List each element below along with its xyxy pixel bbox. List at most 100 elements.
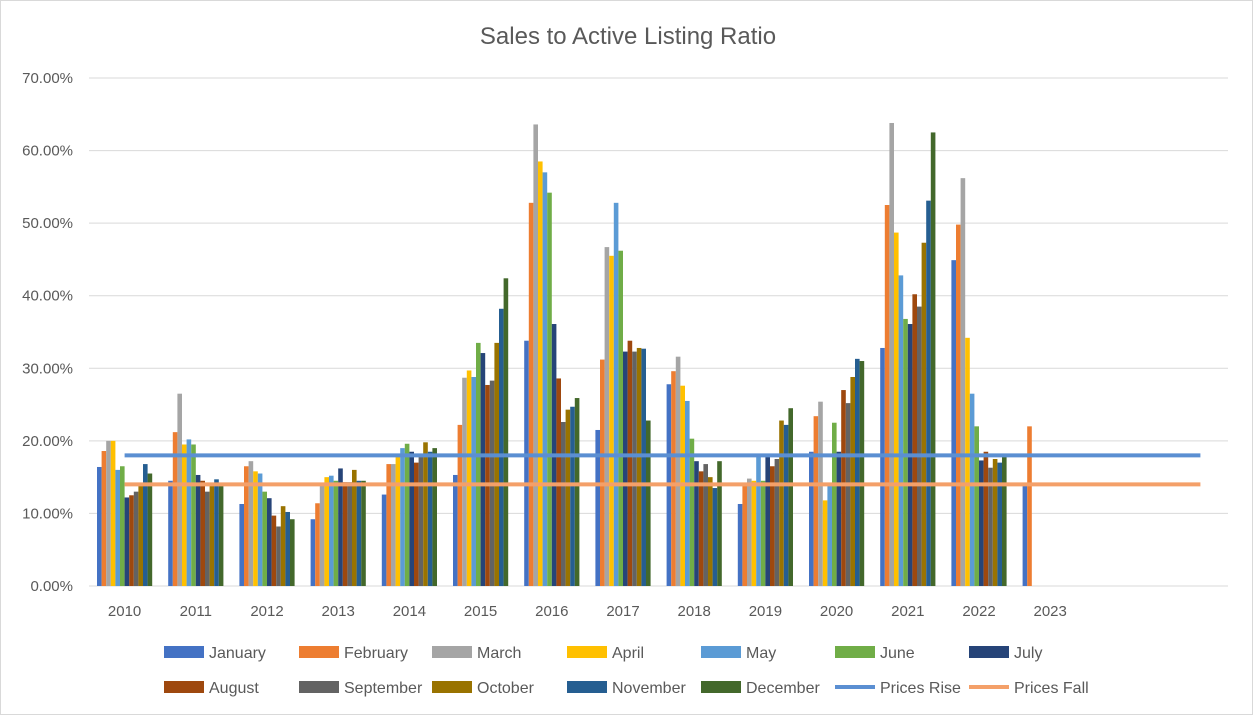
x-tick-label: 2021 [891, 603, 924, 620]
bar-february-2018 [671, 371, 676, 586]
bar-may-2017 [613, 202, 619, 586]
bar-july-2011 [195, 474, 201, 586]
bar-march-2011 [177, 393, 182, 586]
bar-may-2014 [400, 448, 405, 586]
bar-december-2012 [290, 519, 295, 586]
bar-november-2016 [570, 406, 575, 586]
bar-july-2015 [480, 353, 486, 586]
bar-april-2016 [538, 161, 543, 586]
legend-label: December [746, 680, 820, 697]
x-tick-label: 2012 [250, 603, 283, 620]
bar-may-2010 [115, 469, 120, 586]
bar-december-2014 [432, 448, 437, 586]
bar-april-2011 [182, 444, 187, 586]
x-tick-label: 2013 [322, 603, 355, 620]
bar-september-2021 [917, 306, 922, 586]
x-tick-label: 2017 [606, 603, 639, 620]
legend-label: May [746, 645, 776, 662]
bar-december-2018 [717, 461, 722, 586]
bar-may-2011 [186, 439, 192, 586]
x-tick-label: 2014 [393, 603, 426, 620]
bar-june-2010 [120, 466, 125, 586]
x-tick-label: 2020 [820, 603, 853, 620]
bar-january-2021 [880, 347, 885, 586]
bar-february-2011 [172, 432, 178, 586]
legend-label: Prices Rise [880, 680, 961, 697]
bar-july-2014 [409, 451, 414, 586]
bar-november-2010 [143, 464, 148, 586]
bar-october-2011 [209, 482, 215, 586]
bar-april-2012 [253, 471, 258, 586]
bar-november-2015 [499, 308, 504, 586]
legend-item-june: June [835, 645, 915, 662]
bar-september-2016 [561, 421, 566, 586]
legend-item-september: September [299, 680, 423, 697]
bar-april-2013 [324, 477, 329, 586]
legend-label: July [1014, 645, 1042, 662]
bar-march-2018 [675, 356, 681, 586]
bar-september-2014 [418, 456, 424, 586]
bar-september-2011 [205, 491, 210, 586]
bar-october-2015 [494, 342, 499, 586]
legend-swatch [701, 681, 741, 693]
bar-august-2020 [841, 390, 846, 586]
bar-september-2013 [347, 482, 352, 586]
bar-december-2010 [147, 473, 153, 586]
bar-august-2011 [200, 480, 205, 586]
bar-november-2021 [926, 200, 931, 586]
bar-january-2015 [453, 474, 458, 586]
bar-december-2011 [218, 484, 224, 586]
bar-february-2021 [884, 205, 890, 586]
legend-swatch [969, 646, 1009, 658]
bar-december-2017 [646, 420, 651, 586]
legend-swatch [701, 646, 741, 658]
bar-june-2022 [974, 426, 979, 586]
bar-april-2022 [965, 337, 970, 586]
legend-swatch [567, 681, 607, 693]
y-tick-label: 70.00% [22, 70, 73, 87]
legend-swatch [567, 646, 607, 658]
legend-item-may: May [701, 645, 776, 662]
bar-june-2018 [689, 438, 695, 586]
bar-february-2017 [600, 359, 605, 586]
legend-item-november: November [567, 680, 686, 697]
legend-swatch [432, 646, 472, 658]
bar-september-2010 [133, 491, 139, 586]
legend-item-march: March [432, 645, 521, 662]
legend-label: March [477, 645, 521, 662]
y-tick-label: 10.00% [22, 505, 73, 522]
bar-march-2010 [106, 440, 111, 586]
x-tick-label: 2022 [962, 603, 995, 620]
x-tick-label: 2019 [749, 603, 782, 620]
bar-september-2017 [632, 351, 637, 586]
legend-swatch [164, 646, 204, 658]
bar-march-2022 [960, 178, 966, 587]
bar-september-2018 [703, 464, 708, 586]
bar-april-2017 [609, 255, 614, 587]
bar-july-2018 [694, 461, 699, 586]
bar-march-2015 [462, 377, 467, 586]
bar-february-2010 [101, 451, 107, 586]
bar-september-2019 [774, 459, 780, 586]
bar-may-2015 [471, 376, 476, 586]
legend-label: September [344, 680, 423, 697]
bar-february-2016 [528, 202, 534, 586]
bar-november-2019 [783, 424, 789, 586]
bar-october-2017 [636, 347, 642, 586]
legend-swatch [299, 681, 339, 693]
chart-title: Sales to Active Listing Ratio [480, 23, 776, 50]
bar-april-2020 [822, 500, 828, 586]
bar-october-2014 [423, 442, 428, 586]
bar-august-2016 [556, 378, 561, 586]
legend-swatch [164, 681, 204, 693]
bar-december-2021 [930, 132, 936, 586]
bar-december-2022 [1002, 455, 1007, 586]
bar-august-2010 [129, 495, 134, 586]
bar-july-2013 [338, 468, 343, 586]
bar-february-2013 [315, 503, 320, 586]
y-tick-label: 60.00% [22, 143, 73, 160]
bar-november-2020 [855, 358, 860, 586]
y-tick-label: 50.00% [22, 215, 73, 232]
y-tick-label: 30.00% [22, 360, 73, 377]
bar-march-2021 [889, 122, 894, 586]
